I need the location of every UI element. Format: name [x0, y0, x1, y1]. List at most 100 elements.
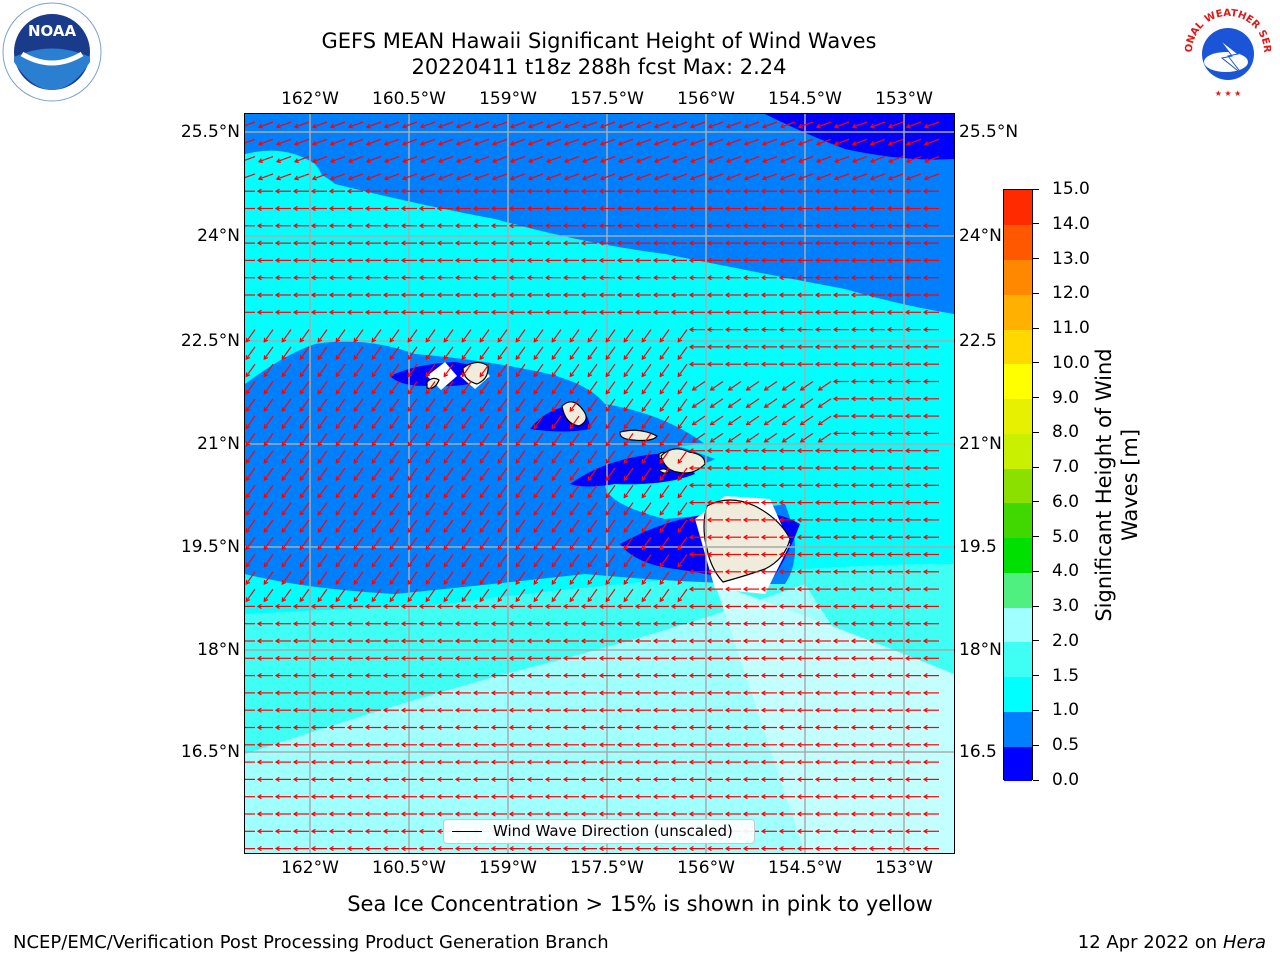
wind-vector-head	[923, 158, 929, 164]
wind-vector-head	[724, 517, 730, 523]
wind-vector	[479, 450, 490, 464]
wind-vector-head	[544, 205, 550, 212]
wind-vector-head	[275, 158, 281, 164]
wind-vector-head	[263, 545, 269, 551]
wind-vector	[245, 363, 256, 377]
wind-vector-head	[832, 378, 838, 385]
lat-label-left: 18°N	[197, 640, 240, 660]
wind-vector	[497, 329, 508, 343]
wind-vector-head	[299, 389, 305, 395]
wind-vector-head	[443, 476, 449, 482]
wind-vector-head	[580, 205, 586, 212]
wind-vector-head	[922, 742, 928, 748]
wind-vector-head	[328, 309, 334, 315]
wind-vector-head	[472, 846, 478, 852]
wind-vector-head	[742, 257, 748, 263]
wind-vector-head	[868, 724, 874, 731]
colorbar-segment	[1004, 363, 1032, 400]
wind-vector-head	[569, 528, 575, 534]
wind-vector-head	[400, 846, 406, 852]
wind-vector-head	[634, 655, 640, 661]
wind-vector-head	[335, 510, 341, 516]
wind-vector	[335, 588, 346, 602]
wind-vector-head	[869, 158, 875, 164]
wind-vector-head	[418, 673, 424, 679]
wind-vector-head	[437, 123, 443, 129]
wind-vector-head	[598, 292, 604, 298]
wind-vector-head	[508, 759, 514, 765]
wind-vector-head	[329, 123, 335, 129]
wind-vector-head	[245, 389, 251, 395]
wind-vector-head	[562, 707, 568, 713]
wind-vector	[245, 571, 256, 585]
wind-vector-head	[497, 562, 503, 568]
wind-vector-head	[641, 441, 647, 447]
wind-vector-head	[454, 275, 460, 281]
wind-vector-head	[616, 309, 622, 315]
wind-vector-head	[533, 372, 539, 378]
wind-vector	[780, 121, 796, 128]
wind-vector-head	[400, 257, 406, 263]
wind-vector-head	[904, 724, 910, 731]
wind-vector-head	[490, 759, 496, 765]
wind-vector	[371, 502, 382, 516]
wind-vector-head	[256, 292, 262, 298]
wind-vector	[533, 554, 544, 568]
wind-vector	[654, 121, 670, 128]
wind-vector-head	[281, 389, 287, 395]
wind-vector-head	[851, 158, 857, 164]
wind-vector	[281, 381, 292, 395]
wind-vector	[389, 467, 400, 481]
wind-vector-head	[346, 240, 352, 246]
wind-vector-head	[562, 655, 568, 661]
wind-vector	[782, 415, 796, 426]
wind-vector	[407, 398, 418, 412]
wind-vector-head	[329, 175, 335, 181]
wind-vector	[443, 588, 454, 602]
wind-vector	[245, 173, 256, 179]
wind-vector-head	[796, 500, 802, 506]
wind-vector-head	[311, 140, 317, 146]
wind-vector-head	[760, 742, 766, 748]
wind-vector-head	[311, 158, 317, 164]
wind-vector-head	[742, 621, 748, 627]
wind-vector-head	[832, 257, 838, 263]
colorbar-segment	[1004, 676, 1032, 712]
wind-vector	[834, 156, 850, 163]
wind-vector-head	[706, 707, 712, 713]
wave-band-cyan-north	[245, 150, 323, 194]
wind-vector-head	[526, 223, 532, 229]
wind-vector-head	[256, 724, 262, 731]
wind-vector	[353, 398, 364, 412]
wind-vector	[371, 381, 382, 395]
wind-vector-head	[317, 406, 323, 412]
wind-vector	[479, 571, 490, 585]
wind-vector	[497, 588, 508, 602]
wind-vector-head	[760, 673, 766, 679]
wind-vector	[641, 536, 652, 550]
wind-vector-head	[922, 223, 928, 229]
wind-vector-head	[407, 510, 413, 516]
wind-vector	[546, 138, 562, 146]
wind-vector-head	[691, 386, 697, 391]
wind-vector-head	[292, 240, 298, 246]
wind-vector-head	[443, 545, 449, 551]
wind-vector	[389, 346, 400, 360]
wind-vector-head	[365, 123, 371, 129]
wind-vector-head	[454, 690, 460, 696]
wind-vector-head	[580, 794, 586, 800]
wind-vector	[443, 554, 454, 568]
wind-vector-head	[904, 776, 910, 782]
wind-vector-head	[652, 275, 658, 281]
lon-label-top: 157.5°W	[570, 89, 644, 109]
wind-vector	[906, 173, 922, 180]
wind-vector	[816, 173, 832, 180]
wind-vector	[389, 433, 400, 446]
wind-vector-head	[869, 140, 875, 146]
wind-vector-head	[887, 140, 893, 146]
colorbar-tick-label: 3.0	[1052, 596, 1080, 617]
wind-vector-head	[598, 811, 604, 817]
wind-vector-head	[781, 386, 787, 391]
wind-vector-head	[677, 372, 683, 378]
wind-vector	[605, 329, 616, 343]
